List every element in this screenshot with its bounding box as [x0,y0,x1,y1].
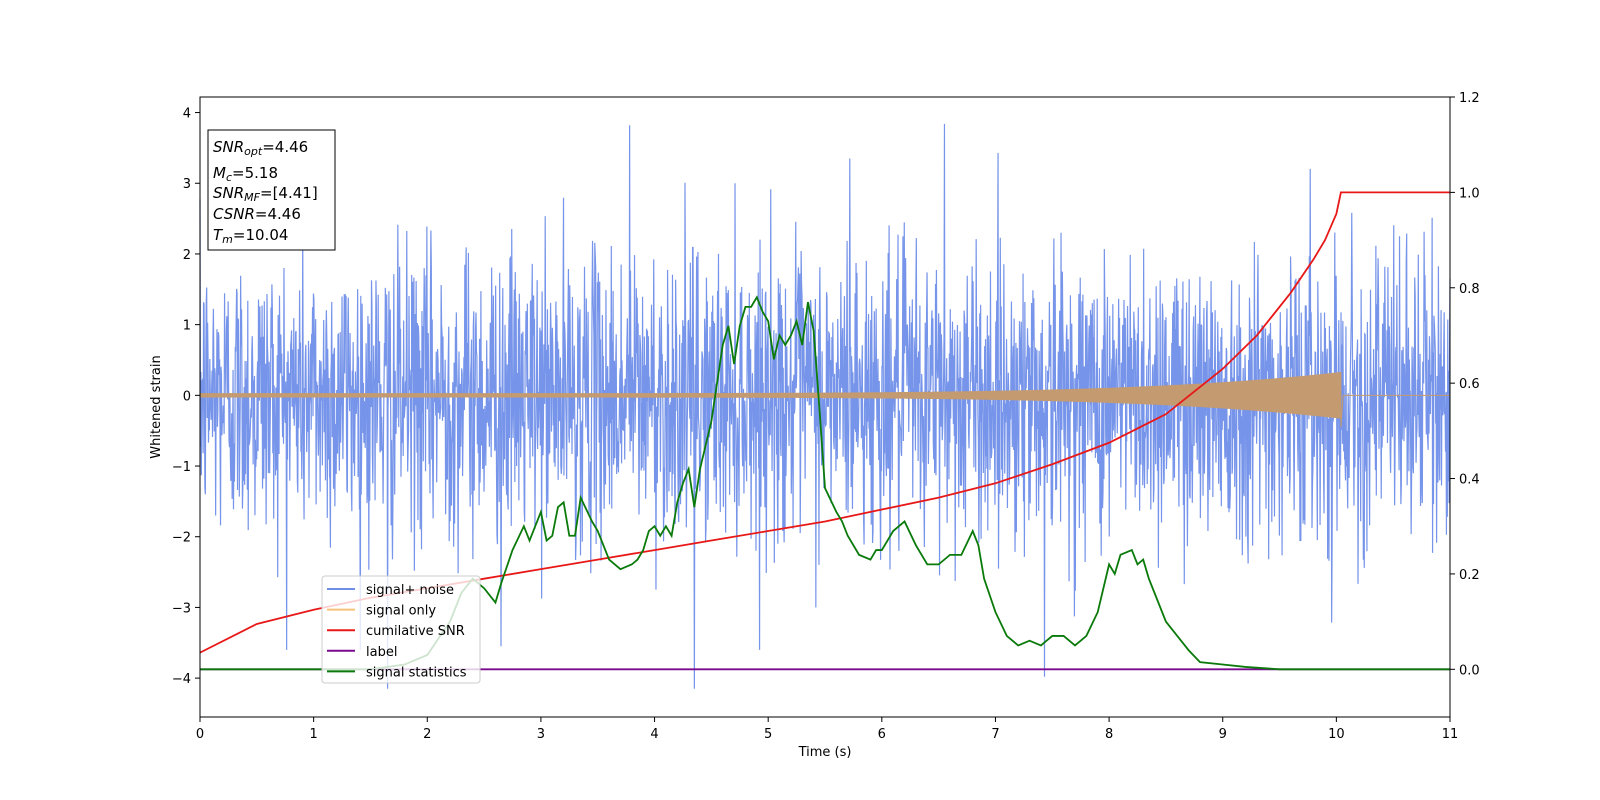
x-tick-label: 2 [423,727,431,742]
y2-tick-label: 1.2 [1459,91,1480,106]
y-tick-label: 1 [183,319,191,334]
y-axis-label: Whitened strain [149,355,164,458]
x-tick-label: 1 [309,727,317,742]
annotation-line: Mc=5.18 [213,164,278,184]
x-tick-label: 10 [1328,727,1345,742]
legend-entry: label [366,645,397,660]
y-tick-label: −2 [172,531,191,546]
y-tick-label: 0 [183,389,191,404]
y2-tick-label: 0.0 [1459,663,1480,678]
y-tick-label: −4 [172,672,191,687]
annotation-line: SNRMF=[4.41] [213,184,318,204]
annotation-line: SNRopt=4.46 [213,138,308,158]
x-tick-label: 8 [1105,727,1113,742]
legend-entry: signal only [366,604,436,619]
annotation-line: Tm=10.04 [213,226,288,246]
legend-entry: signal statistics [366,665,467,680]
x-tick-label: 4 [650,727,658,742]
legend: signal+ noise signal only cumilative SNR la… [321,575,481,684]
x-tick-label: 5 [764,727,772,742]
annotation-line: CSNR=4.46 [213,205,301,223]
x-tick-label: 11 [1442,727,1459,742]
annotation-frame [207,129,336,251]
legend-frame [321,575,481,684]
y2-tick-label: 0.8 [1459,282,1480,297]
x-axis-label: Time (s) [798,745,852,760]
legend-entry: cumilative SNR [366,624,465,639]
y2-tick-label: 0.2 [1459,568,1480,583]
series-signal-noise [199,123,1451,689]
x-tick-label: 0 [196,727,204,742]
x-tick-label: 7 [991,727,999,742]
y-tick-label: 2 [183,248,191,263]
x-tick-label: 9 [1219,727,1227,742]
legend-entry: signal+ noise [366,583,454,598]
y-tick-label: 4 [183,107,191,122]
y-tick-label: −1 [172,460,191,475]
series-signal-only [199,372,1450,428]
axes-frame [199,96,1451,718]
y-tick-label: −3 [172,601,191,616]
series-signal-statistics [200,295,1450,671]
x-tick-label: 6 [878,727,886,742]
y2-tick-label: 0.6 [1459,377,1480,392]
y2-tick-label: 1.0 [1459,186,1480,201]
x-tick-label: 3 [537,727,545,742]
y-tick-label: 3 [183,177,191,192]
y2-tick-label: 0.4 [1459,473,1480,488]
